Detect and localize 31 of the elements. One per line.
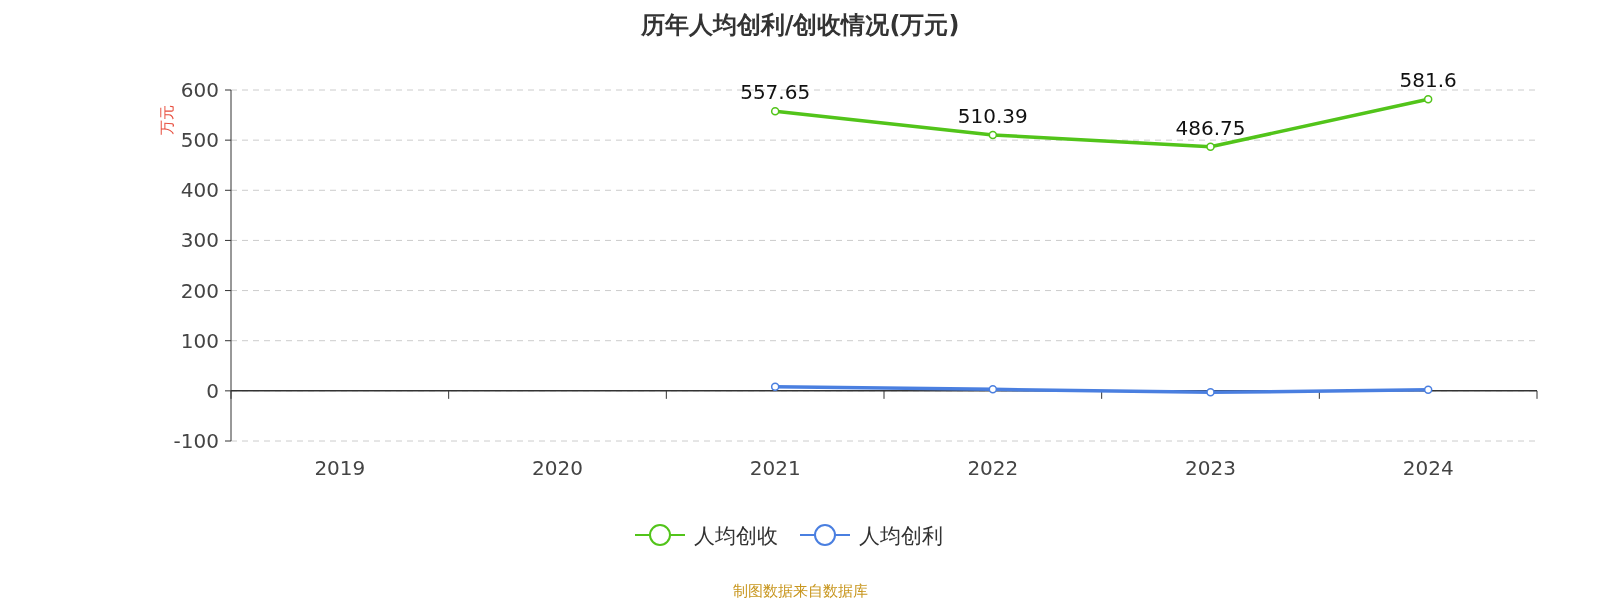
point (770, 382, 780, 392)
point (770, 106, 780, 116)
point (1423, 94, 1433, 104)
data-label: 486.75 (1175, 115, 1246, 140)
x-tick-label: 2021 (749, 456, 801, 480)
y-tick-label: 300 (180, 228, 219, 253)
x-tick-label: 2024 (1402, 456, 1454, 480)
y-axis-title: 万元 (158, 105, 176, 135)
chart-title: 历年人均创利/创收情况(万元) (639, 11, 960, 39)
point (988, 385, 998, 394)
y-tick-label: -100 (173, 429, 219, 453)
y-tick-label: 200 (180, 278, 219, 303)
point (1423, 385, 1433, 395)
y-tick-label: 600 (180, 78, 219, 102)
y-tick-label: 500 (180, 128, 219, 153)
text: 制图数据来自数据库 (732, 582, 868, 600)
x-tick-label: 2020 (532, 456, 583, 480)
x-tick-label: 2019 (314, 456, 366, 480)
y-tick-label: 400 (180, 178, 219, 203)
legend-label: 人均创利 (859, 524, 943, 548)
legend-label: 人均创收 (694, 524, 778, 548)
point (1206, 142, 1215, 152)
point (1206, 388, 1215, 397)
y-tick-label: 100 (180, 328, 219, 353)
point (988, 130, 998, 140)
data-label: 510.39 (957, 103, 1028, 128)
x-tick-label: 2023 (1185, 456, 1236, 480)
data-label: 581.6 (1399, 68, 1457, 93)
data-label: 557.65 (740, 80, 811, 105)
x-tick-label: 2022 (967, 456, 1019, 480)
y-tick-label: 0 (206, 378, 219, 403)
